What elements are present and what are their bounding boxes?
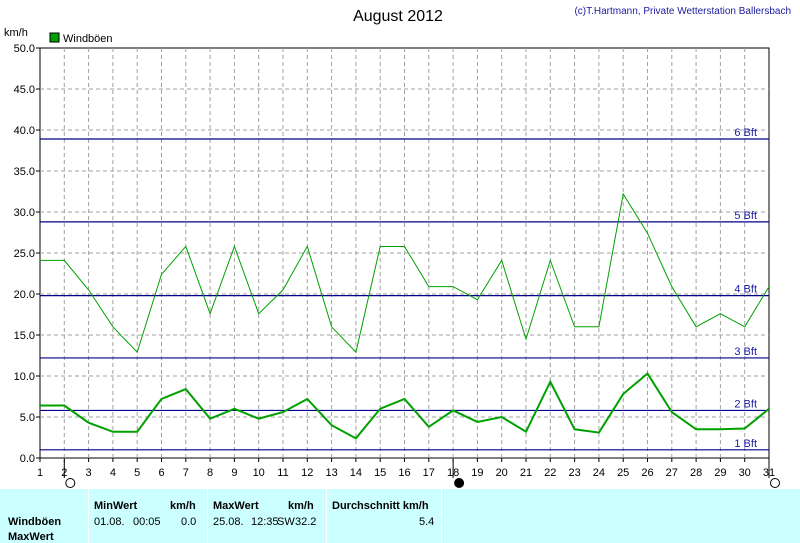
- min-value: 0.0: [181, 516, 197, 528]
- beaufort-label: 6 Bft: [734, 127, 757, 139]
- max-header: MaxWert: [213, 500, 259, 512]
- stats-row-label: MaxWert: [8, 531, 54, 543]
- y-tick-label: 5.0: [20, 412, 35, 424]
- stats-separator: [88, 489, 89, 543]
- y-tick-label: 45.0: [14, 84, 35, 96]
- x-tick-label: 24: [593, 467, 605, 479]
- x-tick-label: 14: [350, 467, 362, 479]
- full-moon-icon: [65, 478, 76, 488]
- max-time: 12:35: [251, 516, 279, 528]
- series-line-windboeen: [40, 192, 770, 354]
- max-date: 25.08.: [213, 516, 244, 528]
- x-tick-label: 23: [568, 467, 580, 479]
- x-tick-label: 1: [37, 467, 43, 479]
- y-tick-label: 20.0: [14, 289, 35, 301]
- x-tick-label: 7: [183, 467, 189, 479]
- average-value: 5.4: [419, 516, 435, 528]
- max-direction: SW: [277, 516, 295, 528]
- x-tick-label: 9: [231, 467, 237, 479]
- stats-separator: [207, 489, 208, 543]
- legend: Windböen: [49, 32, 113, 45]
- max-value: 32.2: [295, 516, 317, 528]
- y-tick-label: 30.0: [14, 207, 35, 219]
- min-time: 00:05: [133, 516, 161, 528]
- x-tick-label: 27: [666, 467, 678, 479]
- new-moon-icon: [454, 478, 465, 488]
- average-header: Durchschnitt km/h: [332, 500, 429, 512]
- beaufort-label: 3 Bft: [734, 346, 757, 358]
- series: [40, 192, 770, 440]
- stats-separator: [441, 489, 442, 543]
- x-tick-label: 19: [471, 467, 483, 479]
- x-tick-label: 11: [277, 467, 288, 479]
- wind-gust-chart: August 2012 (c)T.Hartmann, Private Wette…: [4, 6, 791, 488]
- legend-label: Windböen: [63, 33, 113, 45]
- beaufort-label: 5 Bft: [734, 210, 757, 222]
- x-tick-label: 12: [301, 467, 313, 479]
- moon-phase-markers: [63, 460, 780, 488]
- y-axis-unit-label: km/h: [4, 27, 28, 39]
- stats-row-label: Windböen: [8, 516, 62, 528]
- legend-swatch: [49, 32, 60, 43]
- x-tick-label: 25: [617, 467, 629, 479]
- y-tick-label: 0.0: [20, 453, 35, 465]
- x-tick-label: 29: [714, 467, 726, 479]
- min-date: 01.08.: [94, 516, 125, 528]
- series-line-lower: [40, 372, 770, 440]
- y-tick-label: 50.0: [14, 43, 35, 55]
- y-tick-label: 25.0: [14, 248, 35, 260]
- y-tick-label: 40.0: [14, 125, 35, 137]
- full-moon-icon: [770, 478, 780, 488]
- x-tick-label: 5: [134, 467, 140, 479]
- x-tick-label: 16: [398, 467, 410, 479]
- x-axis-ticks: 1234567891011121314151617181920212223242…: [37, 458, 775, 479]
- min-header: MinWert: [94, 500, 138, 512]
- x-tick-label: 10: [253, 467, 265, 479]
- x-tick-label: 21: [520, 467, 532, 479]
- x-tick-label: 13: [325, 467, 337, 479]
- x-tick-label: 20: [496, 467, 508, 479]
- grid: [40, 48, 769, 458]
- x-tick-label: 17: [423, 467, 435, 479]
- statistics-panel: Windböen MaxWert MinWert km/h 01.08. 00:…: [0, 489, 800, 543]
- x-tick-label: 4: [110, 467, 116, 479]
- x-tick-label: 6: [158, 467, 164, 479]
- y-axis-ticks: 0.0 5.0 10.0 15.0 20.0 25.0 30.0 35.0 40.0 45.0 50…: [14, 43, 40, 465]
- copyright-note: (c)T.Hartmann, Private Wetterstation Bal…: [574, 6, 791, 17]
- beaufort-label: 4 Bft: [734, 284, 757, 296]
- x-tick-label: 28: [690, 467, 702, 479]
- y-tick-label: 10.0: [14, 371, 35, 383]
- min-unit: km/h: [170, 500, 196, 512]
- x-tick-label: 3: [86, 467, 92, 479]
- x-tick-label: 26: [641, 467, 653, 479]
- x-tick-label: 8: [207, 467, 213, 479]
- stats-separator: [326, 489, 327, 543]
- x-tick-label: 22: [544, 467, 556, 479]
- max-unit: km/h: [288, 500, 314, 512]
- beaufort-lines: 1 Bft 2 Bft 3 Bft 4 Bft 5 Bft 6 Bft: [40, 127, 769, 451]
- y-tick-label: 15.0: [14, 330, 35, 342]
- x-tick-label: 30: [739, 467, 751, 479]
- beaufort-label: 2 Bft: [734, 398, 757, 410]
- y-tick-label: 35.0: [14, 166, 35, 178]
- beaufort-label: 1 Bft: [734, 438, 757, 450]
- chart-title: August 2012: [353, 8, 443, 25]
- x-tick-label: 15: [374, 467, 386, 479]
